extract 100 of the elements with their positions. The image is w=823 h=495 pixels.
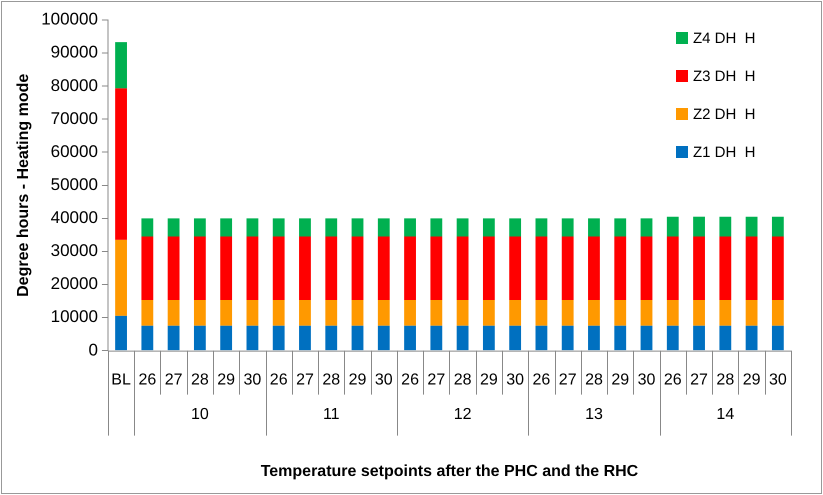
- y-tick-label: 50000: [50, 174, 98, 194]
- bar: [614, 236, 626, 300]
- bar: [141, 218, 154, 237]
- bar: [299, 218, 311, 237]
- bar: [588, 300, 600, 326]
- y-tick-label: 40000: [50, 208, 98, 228]
- bar: [272, 300, 285, 326]
- bar: [194, 236, 206, 300]
- x-tick-label: 26: [270, 372, 288, 389]
- bar: [746, 300, 758, 326]
- bar: [246, 326, 258, 350]
- bar: [746, 326, 758, 350]
- legend-label: Z3 DH H: [693, 68, 756, 86]
- bar: [666, 216, 679, 237]
- bar: [614, 300, 626, 326]
- y-tick-label: 90000: [50, 42, 98, 62]
- y-tick-label: 60000: [50, 142, 98, 161]
- text: 10: [190, 406, 209, 424]
- bar: [456, 326, 469, 350]
- bar: [430, 326, 442, 350]
- bar: [536, 236, 548, 300]
- bar: [719, 236, 732, 300]
- bar: [115, 316, 127, 350]
- bar: [693, 216, 705, 237]
- x-tick-label: 28: [716, 372, 734, 389]
- bar: [588, 218, 600, 237]
- bar: [325, 236, 338, 300]
- bar: [562, 218, 574, 237]
- bar: [220, 326, 232, 350]
- bar: [482, 326, 495, 350]
- x-tick-label: 29: [611, 372, 630, 389]
- bar: [456, 218, 469, 237]
- bar: [141, 236, 154, 300]
- bar: [719, 216, 732, 237]
- x-tick-label: 27: [690, 372, 708, 389]
- x-tick-label: 29: [742, 372, 761, 389]
- bar: [352, 326, 364, 350]
- bar: [509, 300, 522, 326]
- bar: [562, 300, 574, 326]
- bar: [482, 236, 495, 300]
- x-tick-label: 28: [322, 372, 340, 389]
- bar: [404, 300, 416, 326]
- x-axis-title: Temperature setpoints after the PHC and the RHC: [260, 462, 639, 480]
- legend-label: Z4 DH H: [693, 30, 756, 48]
- x-tick-label: BL: [111, 372, 131, 389]
- bar: [746, 216, 758, 237]
- bar: [352, 236, 364, 300]
- x-tick-label: 26: [532, 372, 550, 389]
- bar: [194, 326, 206, 350]
- bar: [536, 326, 548, 350]
- bar: [194, 218, 206, 237]
- y-tick-label: 100000: [41, 10, 98, 29]
- x-tick-label: 30: [638, 372, 656, 389]
- legend-label: Z1 DH H: [693, 144, 756, 162]
- bar: [509, 326, 522, 350]
- bar: [614, 326, 626, 350]
- bar: [272, 326, 285, 350]
- bar: [772, 326, 784, 350]
- y-tick-label: 10000: [50, 307, 98, 326]
- bar: [220, 300, 232, 326]
- bar: [430, 218, 442, 237]
- y-tick-label: 0: [88, 340, 98, 360]
- bar: [168, 300, 180, 326]
- bar: [614, 218, 626, 237]
- bar: [482, 218, 495, 237]
- x-tick-label: 29: [480, 372, 498, 389]
- bar: [772, 300, 784, 326]
- bar: [378, 218, 390, 237]
- x-tick-label: 27: [427, 372, 446, 389]
- text: 14: [716, 406, 734, 424]
- x-tick-label: 30: [374, 372, 393, 389]
- x-tick-label: 27: [558, 372, 577, 389]
- bar: [666, 300, 679, 326]
- bar: [272, 236, 285, 300]
- x-tick-label: 28: [190, 372, 209, 389]
- bar: [141, 300, 154, 326]
- bar: [168, 326, 180, 350]
- bar: [194, 300, 206, 326]
- bar: [299, 236, 311, 300]
- bar: [378, 326, 390, 350]
- bar: [352, 300, 364, 326]
- bar: [115, 88, 127, 240]
- bar: [693, 300, 705, 326]
- text: 11: [322, 406, 340, 424]
- bar: [299, 326, 311, 350]
- bar: [746, 236, 758, 300]
- bar: [536, 300, 548, 326]
- bar: [666, 236, 679, 300]
- bar: [772, 216, 784, 237]
- bar: [719, 300, 732, 326]
- x-tick-label: 28: [454, 372, 472, 389]
- bar: [325, 300, 338, 326]
- x-tick-label: 26: [664, 372, 682, 389]
- x-tick-label: 30: [506, 372, 524, 389]
- x-tick-label: 30: [244, 372, 262, 389]
- text: 13: [585, 406, 603, 424]
- bar: [115, 42, 127, 88]
- bar: [404, 326, 416, 350]
- bar: [430, 300, 442, 326]
- bar: [378, 236, 390, 300]
